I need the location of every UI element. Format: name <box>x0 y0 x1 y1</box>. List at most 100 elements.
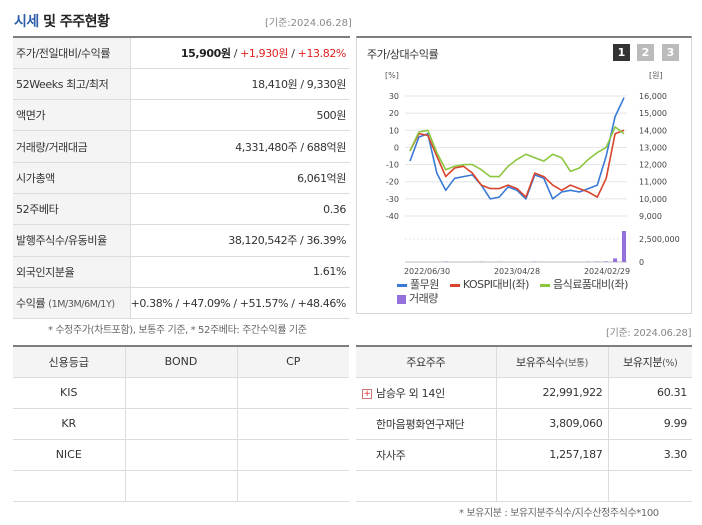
column-header: BOND <box>124 346 237 378</box>
return-1y: +48.46% <box>297 296 347 310</box>
shares-cell: 3,809,060 <box>495 408 608 440</box>
right-tick-label: 13,000 <box>639 143 667 152</box>
left-tick-label: -40 <box>386 212 399 221</box>
table-cell <box>124 439 237 471</box>
legend-label: 풀무원 <box>410 278 439 291</box>
volume-bar <box>604 261 609 262</box>
table-cell <box>124 470 237 502</box>
table-header-row: 신용등급 BOND CP <box>13 346 349 378</box>
row-value: 38,120,542주 / 36.39% <box>130 224 350 257</box>
table-row: 주가/전일대비/수익률 15,900원 / +1,930원 / +13.82% <box>13 37 350 69</box>
row-value: 15,900원 / +1,930원 / +13.82% <box>130 37 350 69</box>
row-label: 주가/전일대비/수익률 <box>13 37 131 69</box>
table-row: 수익률 (1M/3M/6M/1Y) +0.38% / +47.09% / +51… <box>13 287 350 320</box>
right-tick-label: 9,000 <box>639 212 662 221</box>
major-shareholders-table: 주요주주 보유주식수(보통) 보유지분(%) + 남승우 외 14인 22,991… <box>356 345 692 502</box>
row-label: 52Weeks 최고/최저 <box>13 68 131 101</box>
legend-item: KOSPI대비(좌) <box>449 278 530 292</box>
shareholder-footnote: * 보유지분 : 보유지분주식수/지수산정주식수*100 <box>459 508 659 519</box>
chart-page-2-button[interactable]: 2 <box>637 44 654 61</box>
row-label: 외국인지분율 <box>13 256 131 288</box>
x-tick-label: 2023/04/28 <box>494 267 540 276</box>
shareholder-name: 자사주 <box>376 448 406 462</box>
table-row: NICE <box>13 439 349 471</box>
row-label: 발행주식수/유동비율 <box>13 224 131 257</box>
row-label: 액면가 <box>13 99 131 132</box>
right-tick-label: 14,000 <box>639 126 667 135</box>
shareholder-name-cell <box>356 470 496 502</box>
series-line <box>409 97 625 200</box>
table-header-row: 주요주주 보유주식수(보통) 보유지분(%) <box>356 346 692 378</box>
table-cell: NICE <box>13 439 125 471</box>
column-header-sub: (보통) <box>564 357 589 369</box>
row-value: +0.38% / +47.09% / +51.57% / +48.46% <box>130 287 350 320</box>
price-value: 15,900원 <box>180 46 231 60</box>
table-row: 시가총액 6,061억원 <box>13 162 350 194</box>
stake-cell: 9.99 <box>607 408 692 440</box>
legend-label: 음식료품대비(좌) <box>552 278 628 291</box>
volume-bar <box>613 258 618 262</box>
volume-tick-label: 0 <box>639 258 644 267</box>
shareholder-name-cell: 한마음평화연구재단 <box>356 408 496 440</box>
table-cell <box>13 470 125 502</box>
column-header: 신용등급 <box>13 346 125 378</box>
table-cell: KR <box>13 408 125 440</box>
volume-bar <box>622 231 626 262</box>
left-tick-label: 20 <box>389 109 399 118</box>
chart-legend: 풀무원 KOSPI대비(좌) 음식료품대비(좌) 거래량 <box>397 278 687 306</box>
table-row: 거래량/거래대금 4,331,480주 / 688억원 <box>13 130 350 163</box>
legend-item: 음식료품대비(좌) <box>539 278 628 292</box>
stake-cell: 3.30 <box>607 439 692 471</box>
shares-cell: 22,991,922 <box>495 377 608 409</box>
expand-icon[interactable]: + <box>362 388 372 399</box>
series-line <box>409 126 625 178</box>
shareholder-name-cell: 자사주 <box>356 439 496 471</box>
table-row: 52주베타 0.36 <box>13 193 350 226</box>
row-value: 500원 <box>130 99 350 132</box>
shareholder-name: 남승우 외 14인 <box>376 386 445 400</box>
returns-label-periods: (1M/3M/6M/1Y) <box>48 299 115 311</box>
right-axis-unit: [원] <box>649 71 663 80</box>
legend-label: KOSPI대비(좌) <box>462 278 530 291</box>
chart-page-3-button[interactable]: 3 <box>662 44 679 61</box>
table-cell: KIS <box>13 377 125 409</box>
row-value: 1.61% <box>130 256 350 288</box>
row-value: 0.36 <box>130 193 350 226</box>
table-row: + 남승우 외 14인 22,991,922 60.31 <box>356 377 692 409</box>
table-row: 52Weeks 최고/최저 18,410원 / 9,330원 <box>13 68 350 101</box>
column-header: 주요주주 <box>356 346 496 378</box>
section-title-main: 시세 <box>14 14 39 30</box>
left-tick-label: -10 <box>386 161 399 170</box>
shareholder-reference-date: [기준: 2024.06.28] <box>606 328 692 339</box>
price-change: +1,930원 <box>240 46 289 60</box>
right-tick-label: 12,000 <box>639 161 667 170</box>
table-cell <box>236 439 349 471</box>
chart-page-1-button[interactable]: 1 <box>613 44 630 61</box>
row-label: 거래량/거래대금 <box>13 130 131 163</box>
table-row: 자사주 1,257,187 3.30 <box>356 439 692 471</box>
table-row: 한마음평화연구재단 3,809,060 9.99 <box>356 408 692 440</box>
left-tick-label: 30 <box>389 92 399 101</box>
table-cell <box>236 377 349 409</box>
left-tick-label: -30 <box>386 195 399 204</box>
stake-cell: 60.31 <box>607 377 692 409</box>
legend-item: 거래량 <box>397 292 438 306</box>
table-cell <box>124 377 237 409</box>
column-header: CP <box>236 346 349 378</box>
shareholder-name: 한마음평화연구재단 <box>376 417 465 431</box>
right-tick-label: 15,000 <box>639 109 667 118</box>
section-title: 시세 및 주주현황 <box>14 11 110 31</box>
x-tick-label: 2022/06/30 <box>404 267 450 276</box>
series-line <box>409 129 625 198</box>
column-header-sub: (%) <box>662 357 678 369</box>
legend-swatch <box>449 283 460 287</box>
table-cell <box>124 408 237 440</box>
legend-swatch <box>397 283 407 287</box>
shares-cell <box>495 470 608 502</box>
left-axis-unit: [%] <box>385 71 399 80</box>
left-tick-label: 10 <box>389 126 399 135</box>
table-row: 발행주식수/유동비율 38,120,542주 / 36.39% <box>13 224 350 257</box>
table-cell <box>236 470 349 502</box>
row-label: 52주베타 <box>13 193 131 226</box>
column-header-text: 보유지분 <box>623 355 663 369</box>
